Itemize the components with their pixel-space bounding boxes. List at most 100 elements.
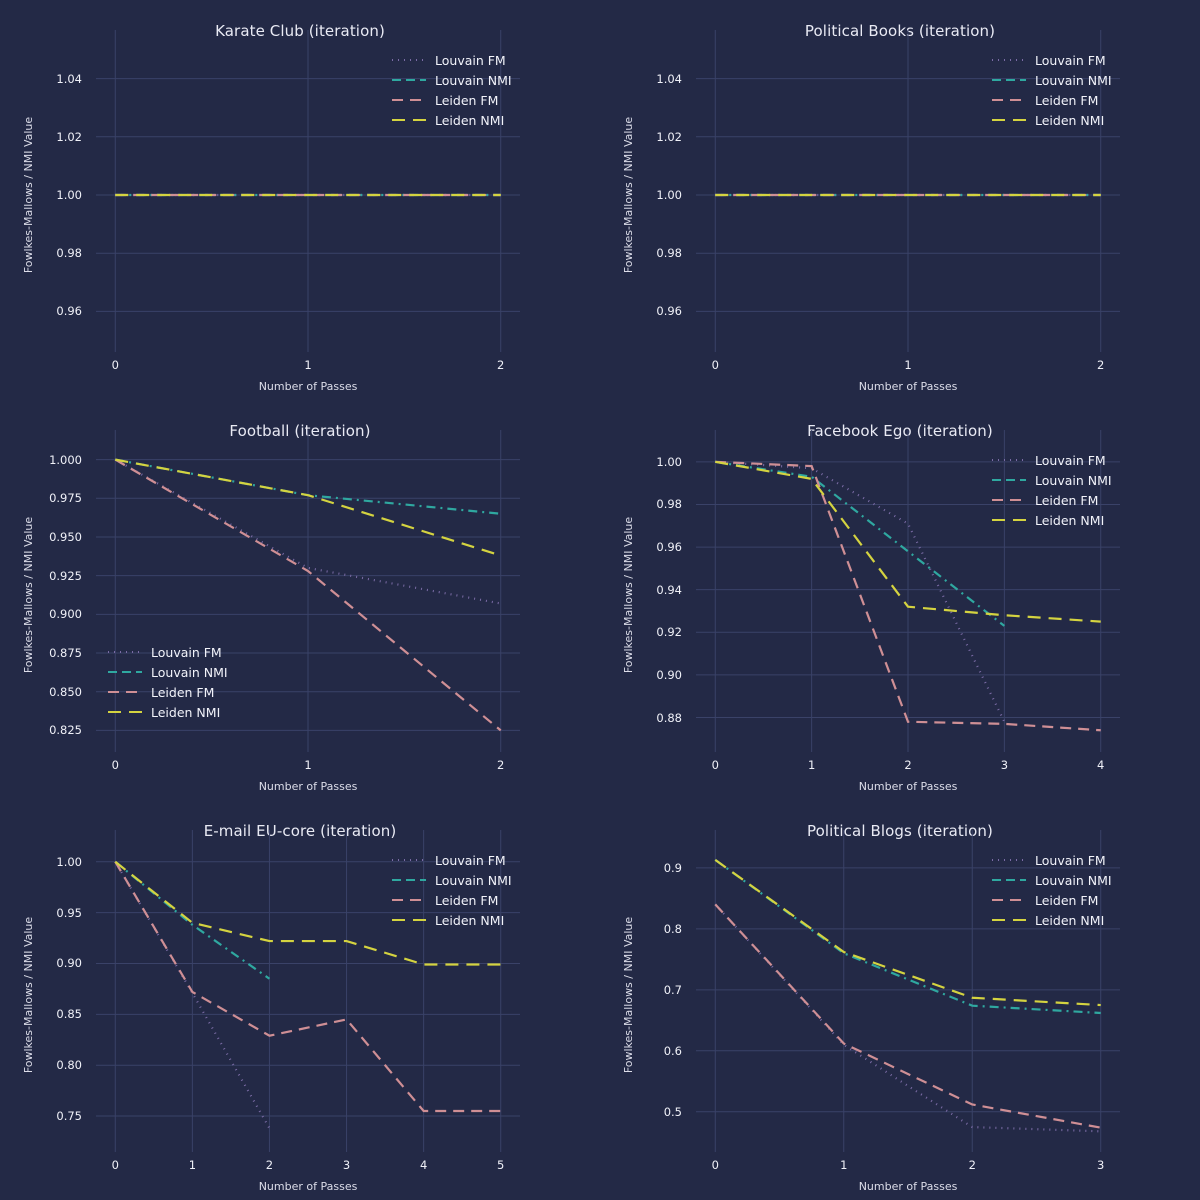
x-tick-label: 0 bbox=[111, 358, 119, 372]
series-line-leiden_nmi bbox=[714, 858, 1101, 1007]
legend-label-leiden_nmi: Leiden NMI bbox=[1035, 912, 1105, 928]
x-axis-label: Number of Passes bbox=[858, 1180, 958, 1193]
legend-item-louvain_nmi: Louvain NMI bbox=[992, 70, 1112, 90]
legend-item-leiden_nmi: Leiden NMI bbox=[108, 702, 228, 722]
x-tick-label: 3 bbox=[342, 1158, 351, 1172]
x-tick-label: 1 bbox=[904, 358, 912, 372]
x-tick-label: 2 bbox=[265, 1158, 274, 1172]
x-axis-label: Number of Passes bbox=[858, 780, 958, 793]
legend-item-leiden_fm: Leiden FM bbox=[108, 682, 228, 702]
legend-swatch-leiden_fm bbox=[992, 498, 1026, 502]
legend-label-leiden_fm: Leiden FM bbox=[151, 684, 215, 700]
legend-item-louvain_fm: Louvain FM bbox=[108, 642, 228, 662]
y-tick-label: 0.95 bbox=[56, 905, 82, 920]
legend-label-louvain_fm: Louvain FM bbox=[1035, 852, 1106, 868]
y-tick-label: 1.02 bbox=[56, 129, 82, 144]
plot-canvas bbox=[696, 430, 1120, 752]
legend-swatch-louvain_fm bbox=[392, 858, 426, 862]
y-tick-label: 0.94 bbox=[656, 582, 682, 597]
legend: Louvain FM Louvain NMI Leiden FM Leiden NMI bbox=[392, 50, 512, 130]
y-tick-label: 0.85 bbox=[56, 1007, 82, 1022]
legend-label-leiden_fm: Leiden FM bbox=[435, 92, 499, 108]
legend-item-louvain_nmi: Louvain NMI bbox=[992, 470, 1112, 490]
legend-label-louvain_fm: Louvain FM bbox=[1035, 452, 1106, 468]
legend-item-louvain_fm: Louvain FM bbox=[392, 50, 512, 70]
legend-swatch-louvain_nmi bbox=[992, 78, 1026, 82]
plot-canvas bbox=[96, 430, 520, 752]
legend-item-louvain_fm: Louvain FM bbox=[992, 450, 1112, 470]
x-tick-label: 2 bbox=[497, 358, 505, 372]
x-tick-label: 1 bbox=[807, 758, 816, 772]
legend-swatch-leiden_fm bbox=[108, 690, 142, 694]
legend: Louvain FM Louvain NMI Leiden FM Leiden NMI bbox=[108, 642, 228, 722]
y-tick-label: 1.04 bbox=[56, 71, 82, 86]
legend-label-louvain_nmi: Louvain NMI bbox=[435, 72, 512, 88]
y-tick-label: 0.925 bbox=[49, 568, 82, 583]
subplot-karate-club: Karate Club (iteration) 0.96 0.98 1.00 1.02 1… bbox=[0, 0, 600, 400]
y-tick-label: 0.98 bbox=[56, 246, 82, 261]
y-tick-label: 0.96 bbox=[656, 304, 682, 319]
subplot-title: Football (iteration) bbox=[229, 422, 371, 440]
legend-swatch-louvain_nmi bbox=[108, 670, 142, 674]
legend: Louvain FM Louvain NMI Leiden FM Leiden NMI bbox=[992, 450, 1112, 530]
legend-item-louvain_fm: Louvain FM bbox=[992, 50, 1112, 70]
legend-swatch-leiden_nmi bbox=[992, 918, 1026, 922]
y-tick-label: 1.00 bbox=[56, 854, 82, 869]
x-tick-label: 1 bbox=[188, 1158, 197, 1172]
legend-swatch-leiden_nmi bbox=[992, 518, 1026, 522]
series-line-leiden_fm bbox=[114, 861, 501, 1113]
y-tick-label: 0.8 bbox=[663, 921, 682, 936]
subplot-title: E-mail EU-core (iteration) bbox=[203, 822, 397, 840]
plot-canvas bbox=[96, 830, 520, 1152]
legend-item-leiden_nmi: Leiden NMI bbox=[392, 110, 512, 130]
legend-swatch-louvain_nmi bbox=[992, 878, 1026, 882]
y-axis-label: Fowlkes-Mallows / NMI Value bbox=[622, 516, 635, 674]
legend-swatch-louvain_fm bbox=[992, 458, 1026, 462]
legend: Louvain FM Louvain NMI Leiden FM Leiden NMI bbox=[992, 50, 1112, 130]
y-tick-label: 0.9 bbox=[663, 860, 682, 875]
y-axis-label: Fowlkes-Mallows / NMI Value bbox=[622, 116, 635, 274]
series-line-leiden_nmi bbox=[114, 860, 501, 966]
y-tick-label: 1.00 bbox=[56, 188, 82, 202]
y-axis-label: Fowlkes-Mallows / NMI Value bbox=[22, 516, 35, 674]
x-axis-label: Number of Passes bbox=[258, 1180, 358, 1193]
x-tick-label: 2 bbox=[1097, 358, 1105, 372]
x-tick-label: 0 bbox=[711, 1158, 719, 1172]
x-tick-label: 2 bbox=[968, 1158, 976, 1172]
legend-label-leiden_nmi: Leiden NMI bbox=[1035, 112, 1105, 128]
y-tick-label: 1.000 bbox=[49, 452, 82, 467]
legend: Louvain FM Louvain NMI Leiden FM Leiden NMI bbox=[392, 850, 512, 930]
x-axis-label: Number of Passes bbox=[858, 380, 958, 393]
subplot-political-books: Political Books (iteration) 0.96 0.98 1.00 1… bbox=[600, 0, 1200, 400]
y-tick-label: 0.88 bbox=[656, 710, 682, 725]
y-tick-label: 0.80 bbox=[56, 1058, 82, 1073]
series-line-louvain_fm bbox=[714, 903, 1101, 1133]
y-tick-label: 0.900 bbox=[49, 607, 82, 622]
y-axis-label: Fowlkes-Mallows / NMI Value bbox=[22, 916, 35, 1074]
y-tick-label: 0.75 bbox=[56, 1109, 82, 1124]
legend-item-leiden_fm: Leiden FM bbox=[392, 90, 512, 110]
subplot-title: Karate Club (iteration) bbox=[215, 22, 385, 40]
legend-label-louvain_nmi: Louvain NMI bbox=[1035, 72, 1112, 88]
x-tick-label: 1 bbox=[304, 758, 312, 772]
subplot-title: Political Blogs (iteration) bbox=[807, 822, 993, 840]
subplot-football: Football (iteration) 0.825 0.850 0.875 0.900… bbox=[0, 400, 600, 800]
y-tick-label: 0.975 bbox=[49, 491, 82, 506]
legend-label-leiden_fm: Leiden FM bbox=[1035, 92, 1099, 108]
legend-item-leiden_nmi: Leiden NMI bbox=[392, 910, 512, 930]
legend-label-louvain_nmi: Louvain NMI bbox=[1035, 872, 1112, 888]
x-tick-label: 2 bbox=[497, 758, 505, 772]
legend-label-leiden_fm: Leiden FM bbox=[1035, 892, 1099, 908]
legend-swatch-louvain_fm bbox=[992, 858, 1026, 862]
legend-swatch-leiden_nmi bbox=[392, 918, 426, 922]
legend-label-louvain_fm: Louvain FM bbox=[435, 852, 506, 868]
legend-item-leiden_nmi: Leiden NMI bbox=[992, 510, 1112, 530]
legend-swatch-leiden_nmi bbox=[392, 118, 426, 122]
subplot-title: Political Books (iteration) bbox=[804, 22, 996, 40]
x-tick-label: 2 bbox=[904, 758, 912, 772]
y-tick-label: 0.96 bbox=[656, 540, 682, 555]
legend-label-leiden_nmi: Leiden NMI bbox=[1035, 512, 1105, 528]
x-tick-label: 0 bbox=[711, 758, 719, 772]
x-tick-label: 3 bbox=[1000, 758, 1009, 772]
